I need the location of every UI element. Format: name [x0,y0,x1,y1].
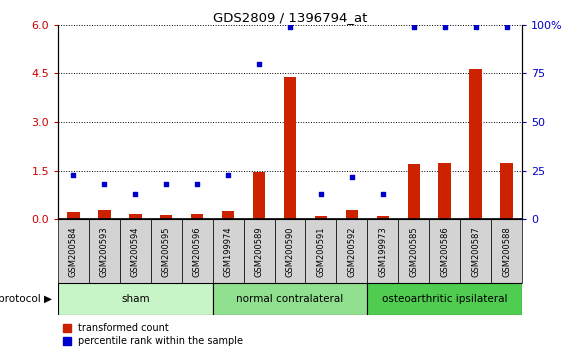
Bar [129,213,142,219]
Bar [253,172,265,219]
Bar [120,219,151,283]
Point [100,182,109,187]
Point [255,61,264,67]
Bar [429,219,460,283]
Bar [367,283,522,315]
Point [130,191,140,197]
Bar [408,164,420,219]
Point [193,182,202,187]
Bar [315,216,327,219]
Point [471,24,480,29]
Bar [460,219,491,283]
Point [502,24,511,29]
Bar [367,219,398,283]
Point [162,182,171,187]
Text: GSM200592: GSM200592 [347,226,356,276]
Title: GDS2809 / 1396794_at: GDS2809 / 1396794_at [213,11,367,24]
Point [378,191,387,197]
Legend: transformed count, percentile rank within the sample: transformed count, percentile rank withi… [63,324,244,346]
Bar [336,219,367,283]
Bar [244,219,274,283]
Text: GSM200590: GSM200590 [285,226,295,276]
Bar [191,213,204,219]
Text: GSM200589: GSM200589 [255,226,263,277]
Point [440,24,450,29]
Bar [98,210,111,219]
Bar [58,219,89,283]
Bar [346,210,358,219]
Text: GSM199974: GSM199974 [224,226,233,277]
Point [285,24,295,29]
Point [316,191,325,197]
Bar [67,212,79,219]
Text: GSM199973: GSM199973 [378,226,387,277]
Bar [213,283,367,315]
Bar [151,219,182,283]
Text: sham: sham [121,294,150,304]
Bar [501,163,513,219]
Text: GSM200586: GSM200586 [440,226,449,277]
Bar [284,77,296,219]
Text: osteoarthritic ipsilateral: osteoarthritic ipsilateral [382,294,508,304]
Bar [469,69,482,219]
Text: GSM200595: GSM200595 [162,226,171,276]
Text: normal contralateral: normal contralateral [237,294,343,304]
Point [69,172,78,177]
Point [223,172,233,177]
Bar [398,219,429,283]
Text: GSM200587: GSM200587 [471,226,480,277]
Bar [274,219,306,283]
Bar [222,211,234,219]
Text: protocol ▶: protocol ▶ [0,294,52,304]
Bar [58,283,213,315]
Text: GSM200584: GSM200584 [69,226,78,277]
Text: GSM200585: GSM200585 [409,226,418,277]
Text: GSM200591: GSM200591 [317,226,325,276]
Bar [89,219,120,283]
Bar [438,163,451,219]
Bar [182,219,213,283]
Point [409,24,418,29]
Bar [491,219,522,283]
Text: GSM200588: GSM200588 [502,226,511,277]
Bar [376,216,389,219]
Bar [160,215,172,219]
Text: GSM200593: GSM200593 [100,226,109,277]
Text: GSM200596: GSM200596 [193,226,202,277]
Bar [213,219,244,283]
Text: GSM200594: GSM200594 [131,226,140,276]
Bar [306,219,336,283]
Point [347,174,357,179]
